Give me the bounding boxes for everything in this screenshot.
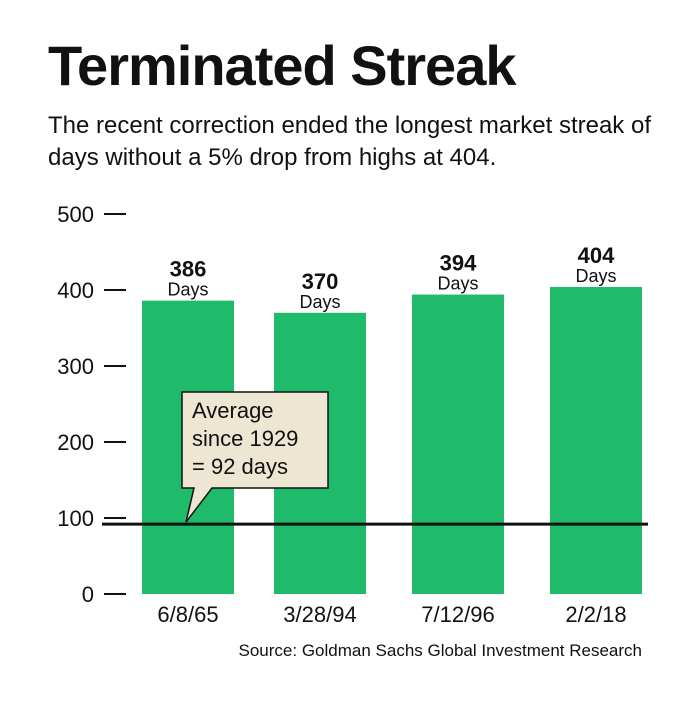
source-note: Source: Goldman Sachs Global Investment … [238, 641, 642, 660]
bar-value-label: 370 [302, 269, 339, 294]
bar-unit-label: Days [575, 266, 616, 286]
bar-value-label: 404 [578, 243, 615, 268]
average-callout: Average since 1929 = 92 days [181, 391, 329, 523]
chart-subtitle: The recent correction ended the longest … [48, 112, 651, 171]
callout-text-line: = 92 days [192, 454, 288, 479]
chart-title: Terminated Streak [48, 34, 516, 97]
y-tick-label: 0 [82, 582, 94, 607]
y-tick-label: 200 [57, 430, 94, 455]
x-category-label: 3/28/94 [283, 602, 356, 627]
bar-value-label: 394 [440, 251, 477, 276]
bar-unit-label: Days [167, 280, 208, 300]
bar-labels: 386Days6/8/65370Days3/28/94394Days7/12/9… [157, 243, 626, 627]
y-tick-label: 100 [57, 506, 94, 531]
bar-unit-label: Days [299, 292, 340, 312]
x-category-label: 2/2/18 [565, 602, 626, 627]
y-tick-label: 500 [57, 202, 94, 227]
y-tick-label: 300 [57, 354, 94, 379]
bar [550, 286, 642, 594]
bar-unit-label: Days [437, 274, 478, 294]
callout-text-line: Average [192, 398, 274, 423]
x-category-label: 7/12/96 [421, 602, 494, 627]
callout-box [181, 391, 329, 523]
bar [412, 294, 504, 594]
y-axis: 0 100 200 300 400 500 [57, 202, 126, 607]
callout-text-line: since 1929 [192, 426, 298, 451]
bar-value-label: 386 [170, 257, 207, 282]
x-category-label: 6/8/65 [157, 602, 218, 627]
y-tick-label: 400 [57, 278, 94, 303]
